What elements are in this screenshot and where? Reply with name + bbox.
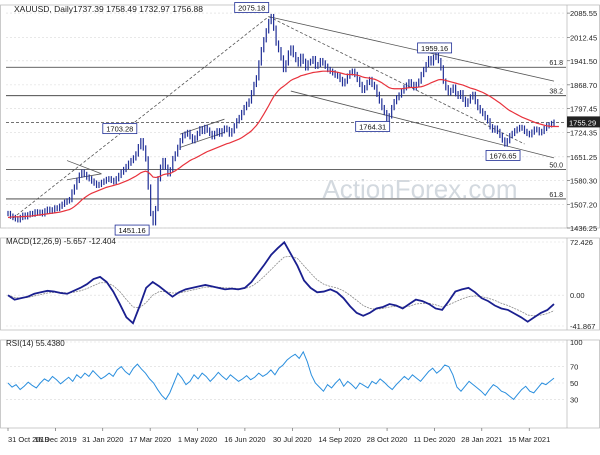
rsi-title: RSI(14) 55.4380 bbox=[6, 339, 65, 348]
x-axis-label: 16 Dec 2019 bbox=[34, 435, 77, 444]
price-axis-label: 1651.25 bbox=[570, 153, 597, 162]
fib-level-label: 50.0 bbox=[549, 162, 563, 169]
x-axis-label: 30 Jul 2020 bbox=[273, 435, 312, 444]
price-axis-label: 1724.35 bbox=[570, 129, 597, 138]
x-axis-label: 1 May 2020 bbox=[178, 435, 217, 444]
price-annotation-label: 1676.65 bbox=[489, 151, 516, 160]
price-axis-label: 2085.55 bbox=[570, 9, 597, 18]
macd-axis-label: -41.867 bbox=[570, 322, 595, 331]
fib-level-label: 61.8 bbox=[549, 60, 563, 67]
macd-title: MACD(12,26,9) -5.657 -12.404 bbox=[6, 237, 116, 246]
x-axis-label: 17 Mar 2020 bbox=[129, 435, 171, 444]
chart-symbol: XAUUSD, Daily bbox=[14, 4, 74, 14]
price-annotation-label: 1959.16 bbox=[421, 44, 448, 53]
price-annotation-label: 2075.18 bbox=[238, 4, 265, 13]
watermark-text: ActionForex.com bbox=[322, 174, 517, 204]
price-axis-label: 1941.50 bbox=[570, 57, 597, 66]
rsi-axis-label: 70 bbox=[570, 363, 578, 372]
macd-axis-label: 0.00 bbox=[570, 291, 585, 300]
rsi-axis-label: 100 bbox=[570, 338, 583, 347]
price-axis-label: 1436.25 bbox=[570, 224, 597, 233]
x-axis-label: 31 Jan 2020 bbox=[82, 435, 123, 444]
price-annotation-label: 1764.31 bbox=[359, 122, 386, 131]
current-price-label: 1755.29 bbox=[569, 118, 596, 127]
price-axis-label: 1797.45 bbox=[570, 104, 597, 113]
price-annotation-label: 1703.28 bbox=[106, 125, 133, 134]
chart-ohlc: 1737.39 1758.49 1732.97 1756.88 bbox=[73, 4, 203, 14]
macd-axis-label: 72.426 bbox=[570, 238, 593, 247]
price-axis-label: 1580.30 bbox=[570, 176, 597, 185]
x-axis-label: 15 Mar 2021 bbox=[508, 435, 550, 444]
fib-level-label: 38.2 bbox=[549, 89, 563, 96]
rsi-axis-label: 50 bbox=[570, 379, 578, 388]
price-annotation-label: 1451.16 bbox=[119, 226, 146, 235]
x-axis-label: 28 Jan 2021 bbox=[461, 435, 502, 444]
price-axis-label: 2012.45 bbox=[570, 33, 597, 42]
x-axis-label: 28 Oct 2020 bbox=[367, 435, 408, 444]
fib-level-label: 61.8 bbox=[549, 192, 563, 199]
price-axis-label: 1868.70 bbox=[570, 81, 597, 90]
x-axis-label: 11 Dec 2020 bbox=[413, 435, 455, 444]
price-axis-label: 1507.20 bbox=[570, 201, 597, 210]
x-axis-label: 14 Sep 2020 bbox=[318, 435, 361, 444]
x-axis-label: 16 Jun 2020 bbox=[224, 435, 265, 444]
rsi-axis-label: 30 bbox=[570, 395, 578, 404]
